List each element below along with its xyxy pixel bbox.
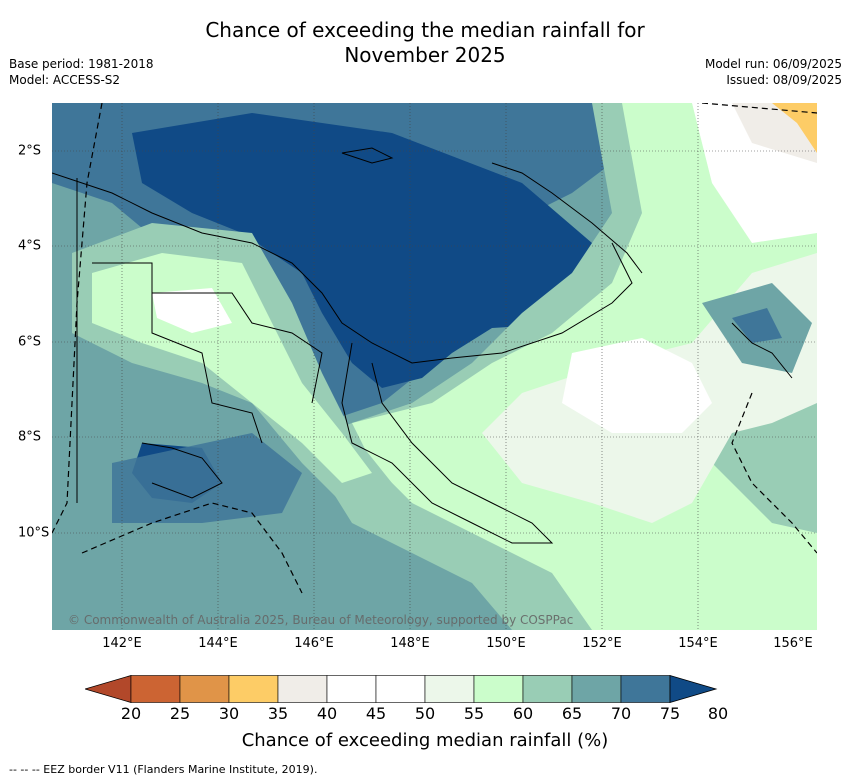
- borders: [76, 178, 323, 503]
- contour-75-east: [732, 308, 782, 343]
- legend-tick-25: 25: [169, 704, 191, 723]
- x-tick-150: 150°E: [486, 636, 526, 651]
- model-run: Model run: 06/09/2025: [704, 57, 842, 71]
- coastlines: [52, 147, 793, 544]
- legend-tick-45: 45: [365, 704, 387, 723]
- colorbar-svg: [83, 674, 718, 704]
- colorbar-segment: [620, 675, 671, 703]
- colorbar-segment: [179, 675, 230, 703]
- legend-tick-75: 75: [659, 704, 681, 723]
- x-tick-154: 154°E: [678, 636, 718, 651]
- colorbar-segment: [473, 675, 524, 703]
- y-tick-8s: 8°S: [18, 429, 42, 445]
- rainfall-map: [52, 103, 817, 630]
- legend-title: Chance of exceeding median rainfall (%): [241, 730, 609, 751]
- legend-tick-30: 30: [218, 704, 240, 723]
- run-info: Model run: 06/09/2025 Issued: 08/09/2025: [705, 56, 842, 88]
- map-title: Chance of exceeding the median rainfall …: [0, 18, 850, 68]
- legend-tick-70: 70: [610, 704, 632, 723]
- base-info: Base period: 1981-2018 Model: ACCESS-S2: [9, 56, 154, 88]
- legend-tick-20: 20: [120, 704, 142, 723]
- base-period: Base period: 1981-2018: [9, 57, 154, 71]
- y-tick-4s: 4°S: [18, 238, 42, 254]
- colorbar-segment: [326, 675, 377, 703]
- legend-tick-60: 60: [512, 704, 534, 723]
- colorbar-extend-high: [669, 674, 718, 704]
- contour-35-ne: [772, 103, 817, 153]
- colorbar: [83, 674, 767, 704]
- eez-borders: [52, 103, 817, 594]
- legend-tick-40: 40: [316, 704, 338, 723]
- colorbar-segment: [571, 675, 622, 703]
- title-line-2: November 2025: [344, 43, 506, 67]
- y-tick-10s: 10°S: [18, 525, 50, 541]
- x-tick-146: 146°E: [294, 636, 334, 651]
- graticule: [52, 103, 817, 630]
- contour-75-south: [112, 433, 302, 523]
- contour-80-north: [132, 113, 612, 388]
- legend-tick-65: 65: [561, 704, 583, 723]
- title-line-1: Chance of exceeding the median rainfall …: [205, 18, 645, 42]
- map-canvas: [52, 103, 817, 630]
- colorbar-segment: [424, 675, 475, 703]
- contour-50-west: [152, 288, 232, 333]
- x-tick-142: 142°E: [102, 636, 142, 651]
- x-tick-148: 148°E: [390, 636, 430, 651]
- legend-tick-50: 50: [414, 704, 436, 723]
- colorbar-segment: [228, 675, 279, 703]
- colorbar-segment: [277, 675, 328, 703]
- y-tick-2s: 2°S: [18, 143, 42, 159]
- colorbar-segment: [522, 675, 573, 703]
- colorbar-segment: [375, 675, 426, 703]
- y-tick-6s: 6°S: [18, 334, 42, 350]
- colorbar-extend-low: [83, 674, 132, 704]
- legend-tick-80: 80: [707, 704, 729, 723]
- contour-55: [482, 103, 817, 523]
- model-name: Model: ACCESS-S2: [9, 73, 121, 87]
- colorbar-segment: [130, 675, 181, 703]
- contour-50: [562, 338, 712, 433]
- x-tick-152: 152°E: [582, 636, 622, 651]
- legend-tick-55: 55: [463, 704, 485, 723]
- issued-date: Issued: 08/09/2025: [726, 73, 842, 87]
- x-tick-144: 144°E: [198, 636, 238, 651]
- legend-tick-35: 35: [267, 704, 289, 723]
- copyright-notice: © Commonwealth of Australia 2025, Bureau…: [68, 613, 574, 627]
- x-tick-156: 156°E: [773, 636, 813, 651]
- eez-footnote: -- -- -- EEZ border V11 (Flanders Marine…: [9, 763, 318, 776]
